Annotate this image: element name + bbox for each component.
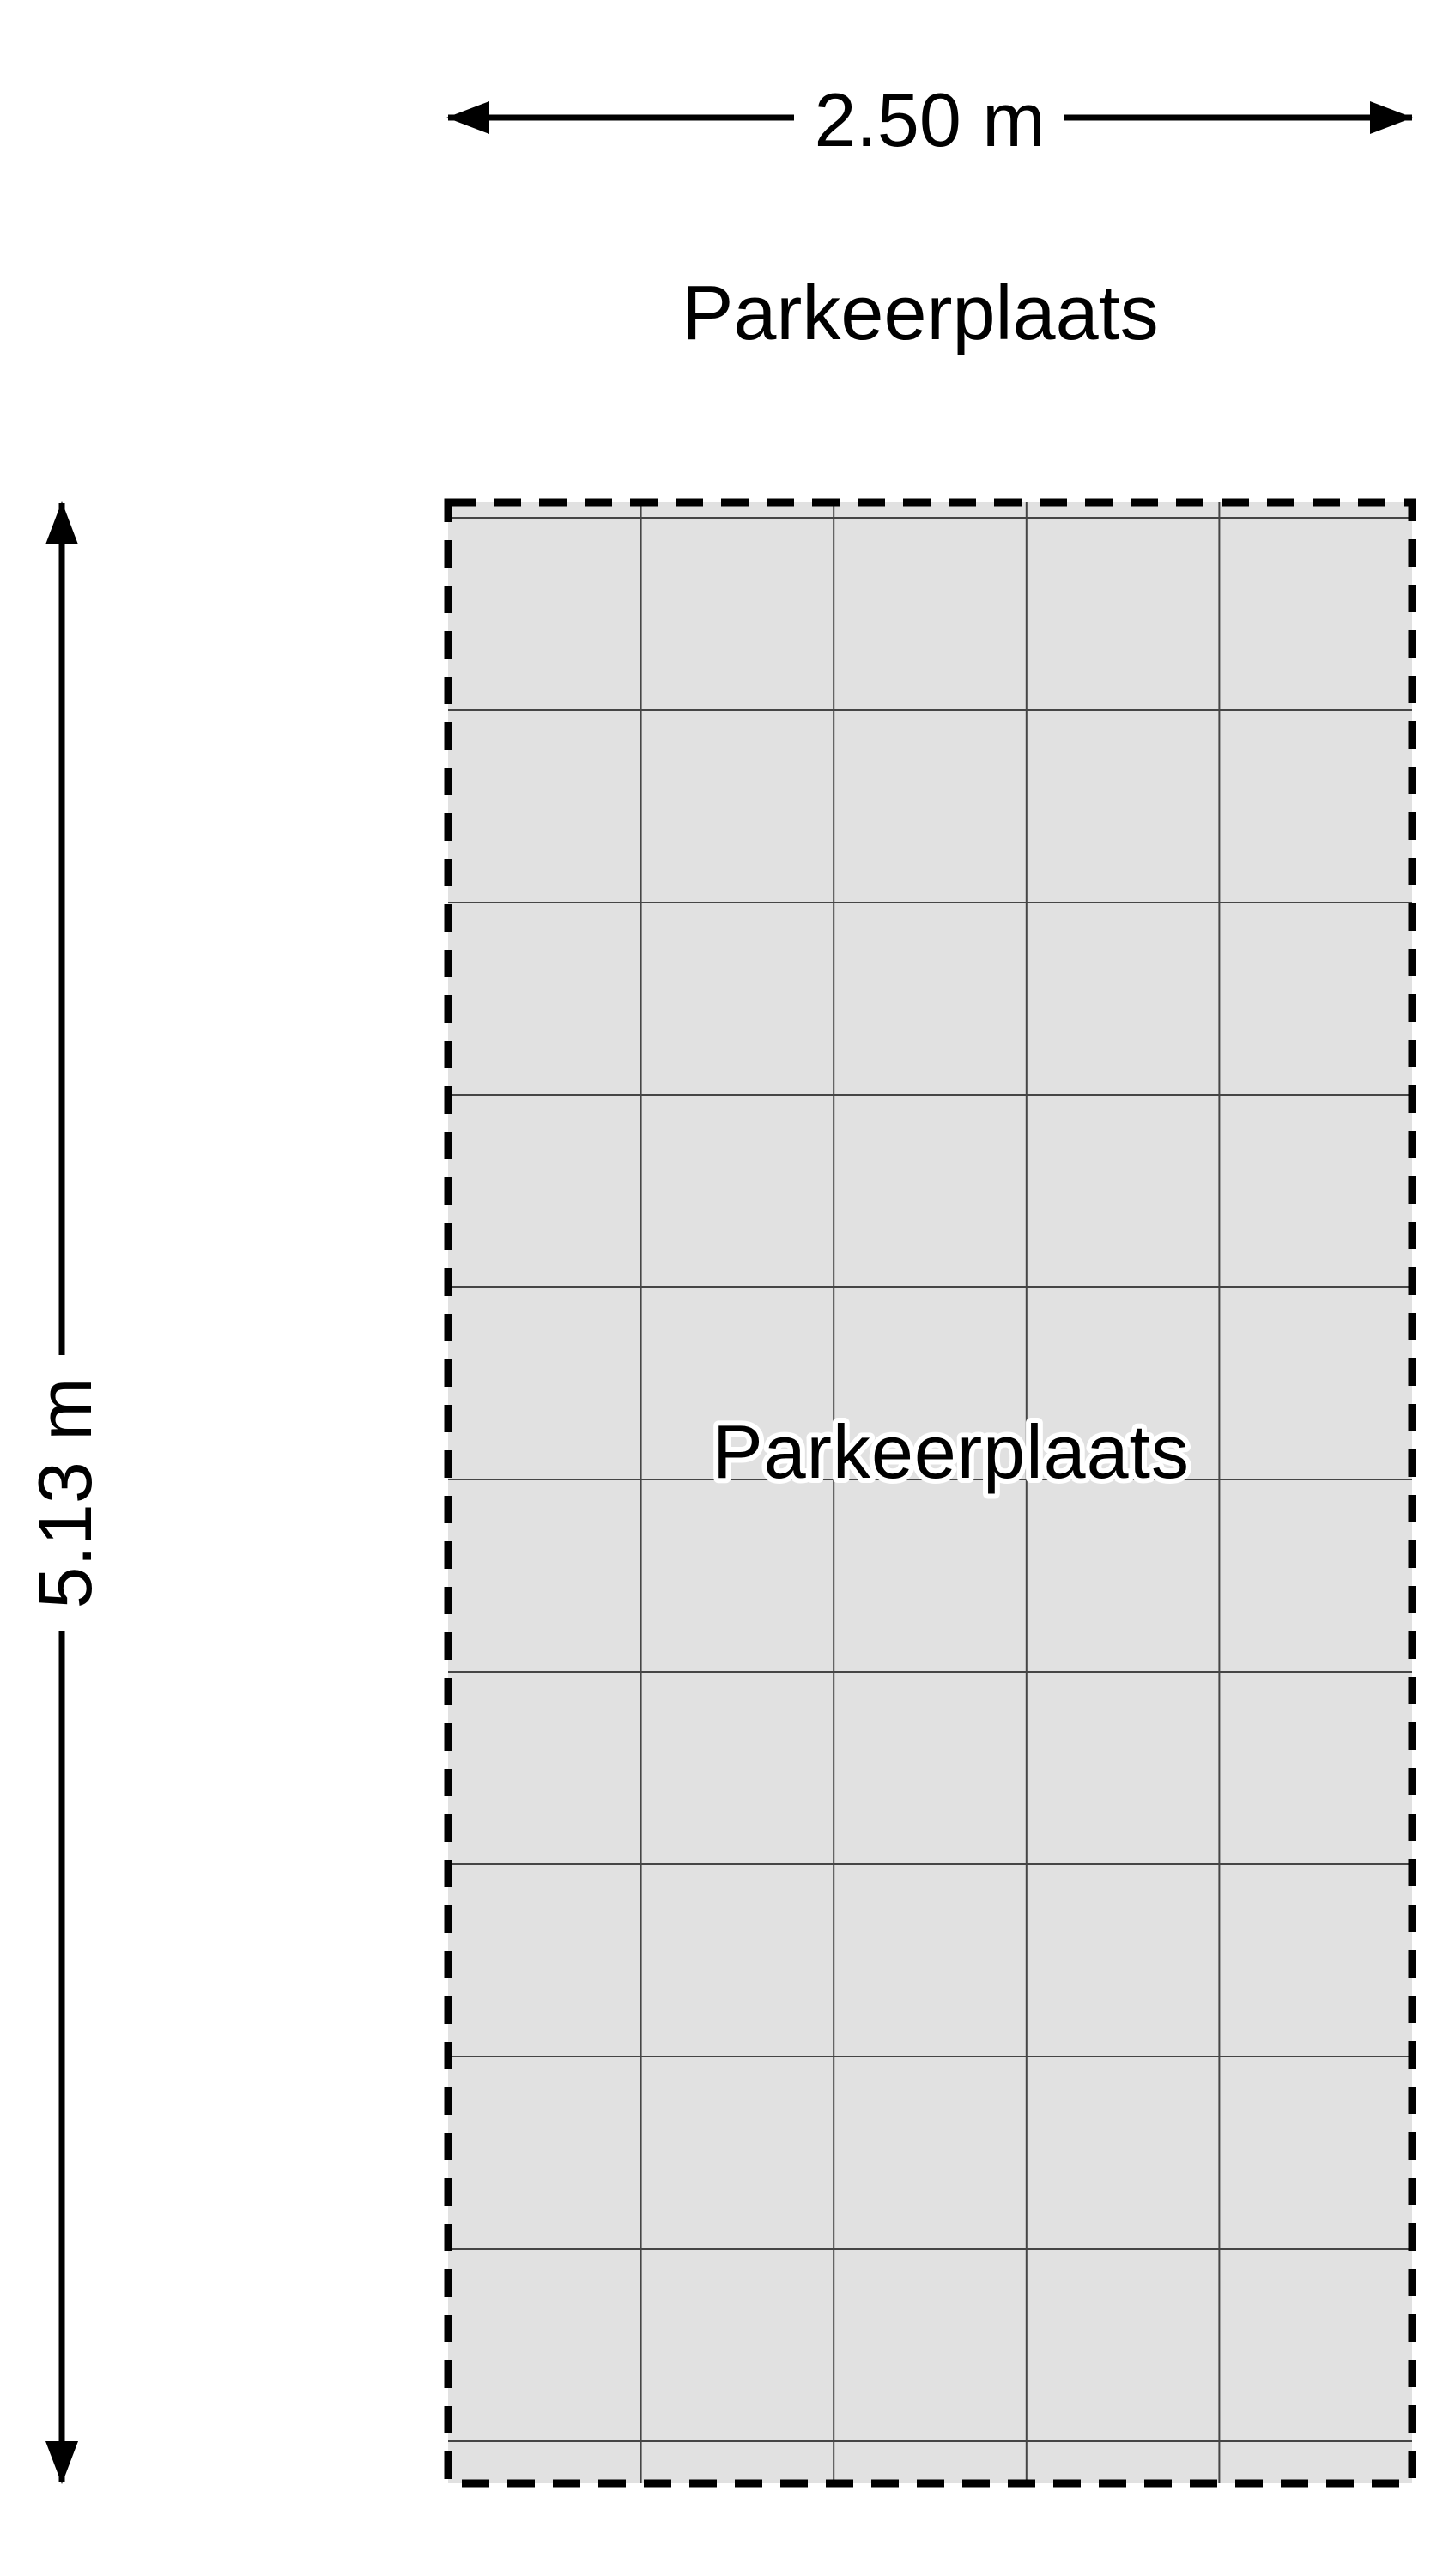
floor-grid-lines (448, 502, 1412, 2483)
parking-space: Parkeerplaats (444, 498, 1416, 2488)
arrow-up-icon (45, 501, 78, 544)
diagram-title: Parkeerplaats (682, 270, 1158, 356)
top-dimension: 2.50 m (446, 77, 1413, 162)
height-dimension-label: 5.13 m (22, 1377, 107, 1608)
arrow-left-icon (446, 101, 489, 134)
floor-area (448, 502, 1412, 2483)
width-dimension-label: 2.50 m (814, 77, 1045, 162)
arrow-down-icon (45, 2441, 78, 2484)
arrow-right-icon (1370, 101, 1413, 134)
room-label: Parkeerplaats (712, 1409, 1190, 1494)
floor-dashed-border (444, 498, 1416, 2488)
left-dimension: 5.13 m (22, 501, 107, 2484)
